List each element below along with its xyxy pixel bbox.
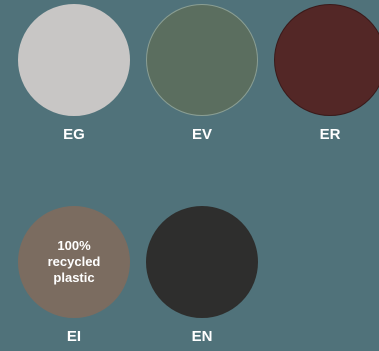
color-code-label-en: EN xyxy=(191,328,213,345)
color-swatch-eg[interactable] xyxy=(18,4,130,116)
color-swatch-er[interactable] xyxy=(274,4,379,116)
color-swatch-en[interactable] xyxy=(146,206,258,318)
color-code-label-ei: EI xyxy=(66,328,82,345)
color-swatch-ei[interactable]: 100% recycled plastic xyxy=(18,206,130,318)
color-code-label-er: ER xyxy=(319,126,341,143)
color-code-label-eg: EG xyxy=(63,126,85,143)
color-code-label-ev: EV xyxy=(191,126,212,143)
recycled-plastic-note: 100% recycled plastic xyxy=(47,238,101,285)
color-swatch-ev[interactable] xyxy=(146,4,258,116)
